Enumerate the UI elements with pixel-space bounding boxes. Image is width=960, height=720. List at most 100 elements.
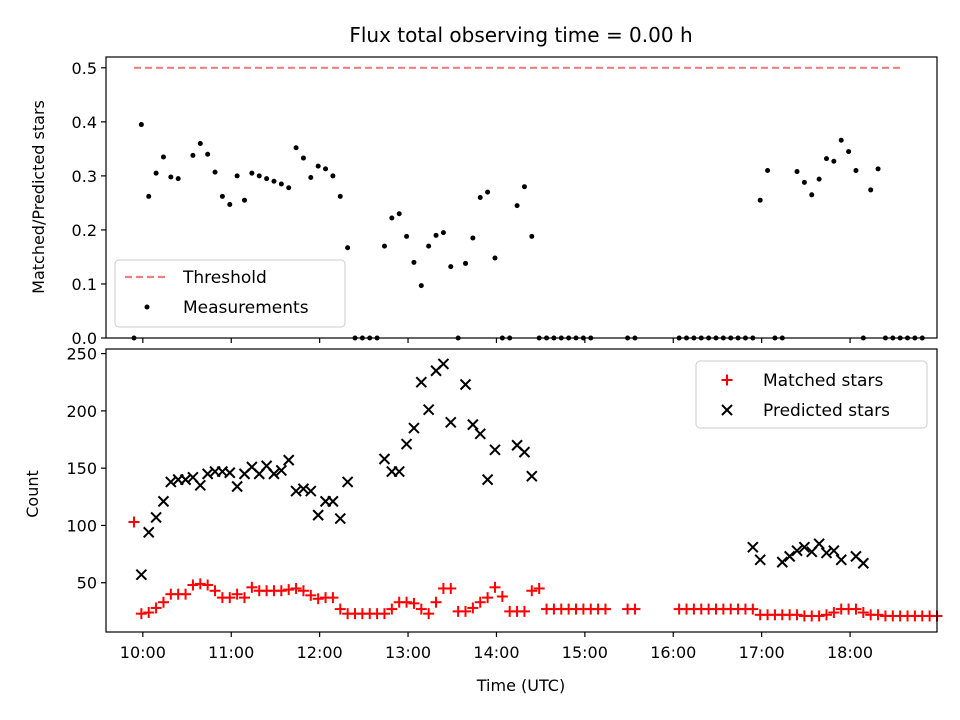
matched-star-point [283, 584, 295, 596]
legend-predicted-swatch [721, 404, 733, 416]
measurement-point [205, 151, 211, 157]
predicted-star-point [297, 483, 310, 495]
top-plot-frame [105, 56, 938, 339]
measurement-point [794, 169, 800, 175]
measurement-point [219, 193, 225, 199]
measurement-point [146, 193, 152, 199]
predicted-star-point [526, 470, 538, 482]
legend-measurements-swatch [144, 304, 150, 310]
matched-star-point [290, 582, 302, 594]
matched-star-point [143, 607, 155, 619]
measurement-point [337, 193, 343, 199]
predicted-star-point [754, 554, 766, 566]
matched-star-point [378, 608, 390, 620]
measurement-point [271, 178, 277, 184]
top-x-ticks [142, 338, 851, 343]
matched-star-point [629, 603, 641, 615]
measurement-point [426, 243, 432, 249]
measurement-point [168, 174, 174, 180]
predicted-star-point [400, 438, 413, 450]
measurement-point [160, 154, 166, 160]
top-y-tick-label: 0.4 [72, 113, 97, 132]
predicted-star-point [445, 416, 457, 429]
matched-star-point [496, 590, 508, 602]
measurement-point [278, 181, 284, 187]
predicted-star-point [275, 464, 288, 477]
bottom-panel: 50 100 150 200 250 10:00 11:00 12:00 13:00 14:00… [23, 345, 943, 695]
measurement-point [381, 243, 387, 249]
predicted-star-point [224, 467, 236, 479]
bottom-x-tick-label: 10:00 [120, 643, 166, 662]
bottom-legend: Matched stars Predicted stars [695, 360, 928, 429]
predicted-star-point [776, 556, 788, 568]
top-legend-box [114, 259, 346, 328]
bottom-marks [128, 358, 943, 622]
bottom-y-ticks: 50 100 150 200 250 [66, 345, 106, 593]
predicted-star-point [408, 422, 420, 434]
predicted-star-point [157, 495, 170, 508]
predicted-star-point [747, 541, 759, 553]
matched-star-point [820, 609, 832, 621]
predicted-star-point [481, 473, 494, 486]
measurement-point [433, 232, 439, 238]
legend-measurements-label: Measurements [183, 298, 309, 318]
top-chart-title: Flux total observing time = 0.00 h [349, 23, 692, 47]
measurement-point [389, 215, 395, 221]
predicted-star-point [415, 376, 428, 388]
matched-star-point [150, 602, 162, 614]
legend-predicted-label: Predicted stars [763, 401, 890, 421]
predicted-star-point [135, 569, 148, 581]
bottom-legend-box [695, 360, 928, 429]
legend-matched-label: Matched stars [763, 371, 883, 391]
measurement-point [765, 167, 771, 173]
predicted-star-point [305, 485, 317, 497]
measurement-point [153, 170, 159, 176]
predicted-star-point [231, 480, 243, 493]
predicted-star-point [327, 495, 339, 508]
top-y-tick-label: 0.3 [72, 167, 97, 186]
bottom-y-tick-label: 150 [66, 459, 97, 478]
predicted-star-point [378, 453, 391, 465]
matched-star-point [312, 593, 324, 605]
matched-star-point [334, 603, 346, 615]
predicted-star-point [474, 428, 486, 440]
predicted-star-point [312, 509, 324, 521]
predicted-star-point [437, 358, 450, 370]
measurement-point [323, 166, 329, 172]
predicted-star-point [459, 378, 472, 391]
predicted-star-point [334, 512, 346, 525]
bottom-x-tick-label: 11:00 [208, 643, 254, 662]
predicted-star-point [268, 468, 280, 480]
matched-star-point [194, 578, 206, 590]
top-y-tick-label: 0.1 [72, 275, 97, 294]
predicted-star-point [467, 418, 479, 431]
predicted-star-point [835, 554, 847, 566]
measurement-point [440, 230, 446, 236]
measurement-point [293, 145, 299, 151]
predicted-star-point [857, 557, 870, 569]
bottom-y-tick-label: 50 [77, 574, 97, 593]
bottom-x-tick-label: 15:00 [562, 643, 608, 662]
measurement-point [138, 122, 144, 128]
matched-star-point [599, 603, 611, 615]
measurement-point [846, 149, 852, 155]
legend-threshold-label: Threshold [182, 268, 267, 288]
matched-star-point [180, 588, 192, 600]
bottom-x-tick-label: 16:00 [650, 643, 696, 662]
predicted-star-point [165, 476, 177, 488]
predicted-star-point [422, 404, 435, 416]
predicted-star-point [341, 476, 354, 488]
matched-star-point [231, 588, 243, 600]
bottom-x-tick-label: 18:00 [827, 643, 873, 662]
top-legend: Threshold Measurements [114, 259, 346, 328]
matched-star-point [850, 603, 862, 615]
legend-matched-swatch [721, 374, 733, 386]
measurement-point [521, 184, 527, 190]
top-marks [131, 66, 925, 341]
measurement-point [514, 203, 520, 209]
measurement-point [212, 169, 218, 175]
measurement-point [757, 197, 763, 203]
bottom-x-axis-label: Time (UTC) [476, 676, 565, 695]
bottom-x-tick-label: 17:00 [739, 643, 785, 662]
predicted-star-point [393, 465, 405, 478]
